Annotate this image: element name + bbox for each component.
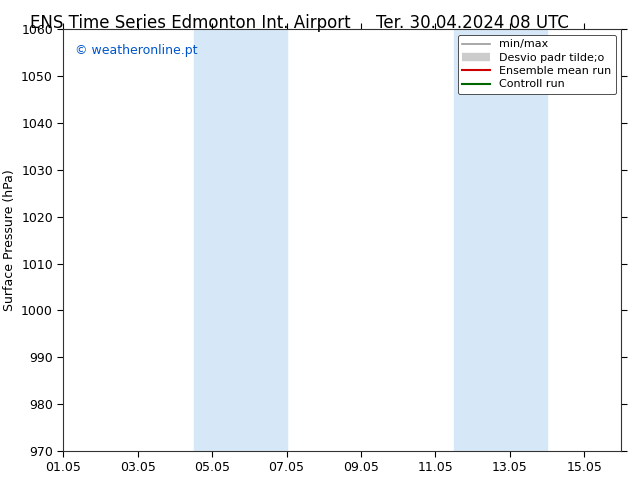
Bar xyxy=(454,29,547,451)
Text: ENS Time Series Edmonton Int. Airport: ENS Time Series Edmonton Int. Airport xyxy=(30,14,351,32)
Y-axis label: Surface Pressure (hPa): Surface Pressure (hPa) xyxy=(3,169,16,311)
Legend: min/max, Desvio padr tilde;o, Ensemble mean run, Controll run: min/max, Desvio padr tilde;o, Ensemble m… xyxy=(458,35,616,94)
Text: © weatheronline.pt: © weatheronline.pt xyxy=(75,44,197,57)
Bar xyxy=(193,29,287,451)
Text: Ter. 30.04.2024 08 UTC: Ter. 30.04.2024 08 UTC xyxy=(376,14,569,32)
